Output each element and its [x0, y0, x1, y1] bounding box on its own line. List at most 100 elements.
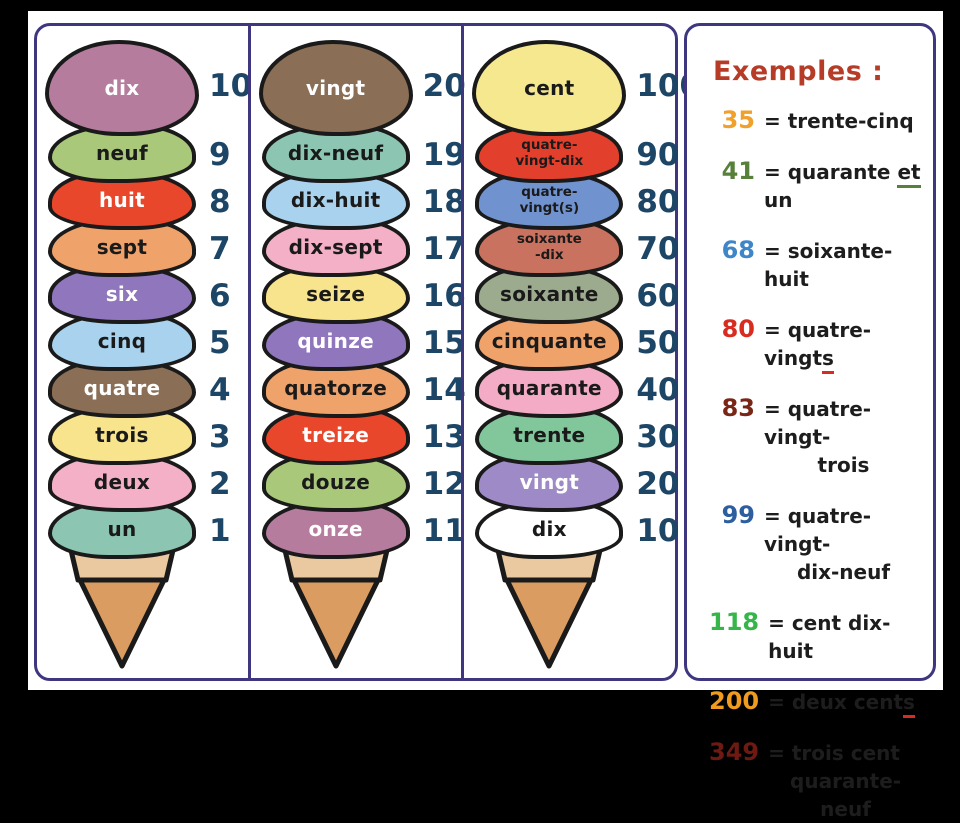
example-row-118: 118 = cent dix-huit — [709, 608, 923, 665]
scoop-label: dix-neuf — [287, 141, 384, 165]
cone-stack-tens: cent quatre-vingt-dix quatre-vingt(s) so… — [472, 40, 627, 678]
number-8: 8 — [209, 183, 231, 220]
scoop-label: onze — [308, 517, 363, 541]
example-text: = quatre-vingt-trois — [764, 395, 923, 479]
example-text: = deux cents — [768, 688, 923, 718]
scoop-label-line2: -dix — [535, 247, 564, 263]
example-row-349: 349 = trois cent quarante-neuf — [709, 738, 923, 823]
example-number: 118 — [709, 608, 760, 636]
example-row-68: 68 = soixante-huit — [709, 236, 923, 293]
number-18: 18 — [422, 183, 466, 220]
example-row-80: 80 = quatre-vingts — [709, 315, 923, 374]
cone-stack-teens: vingt dix-neuf dix-huit dix-sept seize q… — [258, 40, 413, 678]
panel-teens: vingt dix-neuf dix-huit dix-sept seize q… — [247, 26, 466, 678]
scoop-label: quatre — [83, 376, 161, 400]
scoop-label: treize — [302, 423, 370, 447]
underlined-word: s — [822, 346, 834, 374]
number-10b: 10 — [636, 512, 680, 549]
poster-canvas: { "frame": { "canvas": "#000000", "sheet… — [28, 11, 943, 821]
example-text: = quatre-vingts — [764, 316, 923, 374]
number-17: 17 — [422, 230, 466, 267]
example-text: = cent dix-huit — [768, 611, 891, 663]
number-16: 16 — [422, 277, 466, 314]
scoop-label: quatre- — [521, 136, 578, 153]
scoop-label: deux — [93, 470, 151, 494]
scoop-label: quatorze — [284, 376, 388, 400]
number-50: 50 — [636, 324, 680, 361]
scoop-label: sept — [96, 235, 148, 259]
example-row-41: 41 = quarante et un — [709, 157, 928, 214]
example-text-line2: dix-neuf — [796, 560, 891, 584]
cone-stack-units: dix neuf huit sept six cinq quatre trois… — [45, 40, 199, 678]
number-5: 5 — [209, 324, 231, 361]
numbers-column-teens: 20 19 18 17 16 15 14 13 12 11 — [413, 40, 466, 678]
number-20: 20 — [422, 67, 466, 104]
underlined-word: et — [897, 160, 921, 188]
scoop-label: soixante — [516, 230, 582, 247]
example-row-99: 99 = quatre-vingt-dix-neuf — [709, 501, 923, 586]
example-text: = quatre-vingt-dix-neuf — [764, 502, 923, 586]
number-80: 80 — [636, 183, 680, 220]
scoop-label: dix — [531, 517, 567, 541]
number-1: 1 — [209, 512, 231, 549]
number-14: 14 — [422, 371, 466, 408]
numbers-column-tens: 100 90 80 70 60 50 40 30 20 10 — [626, 40, 701, 678]
cones-panel-group: dix neuf huit sept six cinq quatre trois… — [34, 23, 701, 681]
number-20b: 20 — [636, 465, 680, 502]
number-15: 15 — [422, 324, 466, 361]
example-row-83: 83 = quatre-vingt-trois — [709, 394, 923, 479]
panel-units: dix neuf huit sept six cinq quatre trois… — [37, 26, 252, 678]
example-number: 349 — [709, 738, 760, 766]
cone-icon — [281, 543, 391, 669]
example-text: = soixante-huit — [764, 239, 893, 291]
scoop-label-line2: vingt-dix — [515, 153, 584, 169]
cone-icon — [67, 543, 177, 669]
example-number: 35 — [721, 106, 755, 134]
example-row-35: 35 = trente-cinq — [709, 106, 923, 135]
number-70: 70 — [636, 230, 680, 267]
example-number: 41 — [721, 157, 755, 185]
example-text: = trente-cinq — [764, 109, 914, 133]
scoop-label: dix-huit — [290, 188, 381, 212]
number-12: 12 — [422, 465, 466, 502]
example-text: = trois cent quarante-neuf — [768, 739, 923, 823]
example-number: 68 — [721, 236, 755, 264]
number-40: 40 — [636, 371, 680, 408]
number-7: 7 — [209, 230, 231, 267]
number-60: 60 — [636, 277, 680, 314]
scoop-label: vingt — [519, 470, 580, 494]
examples-panel: Exemples : 35 = trente-cinq 41 = quarant… — [684, 23, 936, 821]
number-3: 3 — [209, 418, 231, 455]
scoop-label: soixante — [500, 282, 599, 306]
scoop-label: trente — [513, 423, 586, 447]
scoop-label: huit — [98, 188, 146, 212]
scoop-label: cinq — [97, 329, 147, 353]
number-90: 90 — [636, 136, 680, 173]
scoop-label: cent — [524, 76, 575, 100]
scoop-label: dix — [104, 76, 140, 100]
scoop-label: dix-sept — [288, 235, 383, 259]
example-row-200: 200 = deux cents — [709, 687, 923, 718]
scoop-label-line2: vingt(s) — [519, 200, 580, 216]
example-number: 200 — [709, 687, 760, 715]
scoop-label: un — [107, 517, 137, 541]
number-2: 2 — [209, 465, 231, 502]
example-text-line2: trois — [817, 453, 870, 477]
number-11: 11 — [422, 512, 466, 549]
scoop-vingt: vingt — [258, 40, 413, 136]
scoop-label: trois — [95, 423, 149, 447]
scoop-label: douze — [301, 470, 371, 494]
scoop-label: vingt — [305, 76, 366, 100]
number-13: 13 — [422, 418, 466, 455]
scoop-label: quarante — [496, 376, 602, 400]
example-text: = quarante et un — [764, 160, 928, 212]
scoop-sept: sept — [48, 217, 196, 277]
scoop-label: cinquante — [491, 329, 607, 353]
panel-tens: cent quatre-vingt-dix quatre-vingt(s) so… — [461, 26, 701, 678]
example-number: 99 — [721, 501, 755, 529]
number-10: 10 — [209, 67, 253, 104]
example-number: 83 — [721, 394, 755, 422]
scoop-label: neuf — [96, 141, 148, 165]
scoop-label: quatre- — [521, 183, 578, 200]
examples-title: Exemples : — [713, 56, 884, 87]
